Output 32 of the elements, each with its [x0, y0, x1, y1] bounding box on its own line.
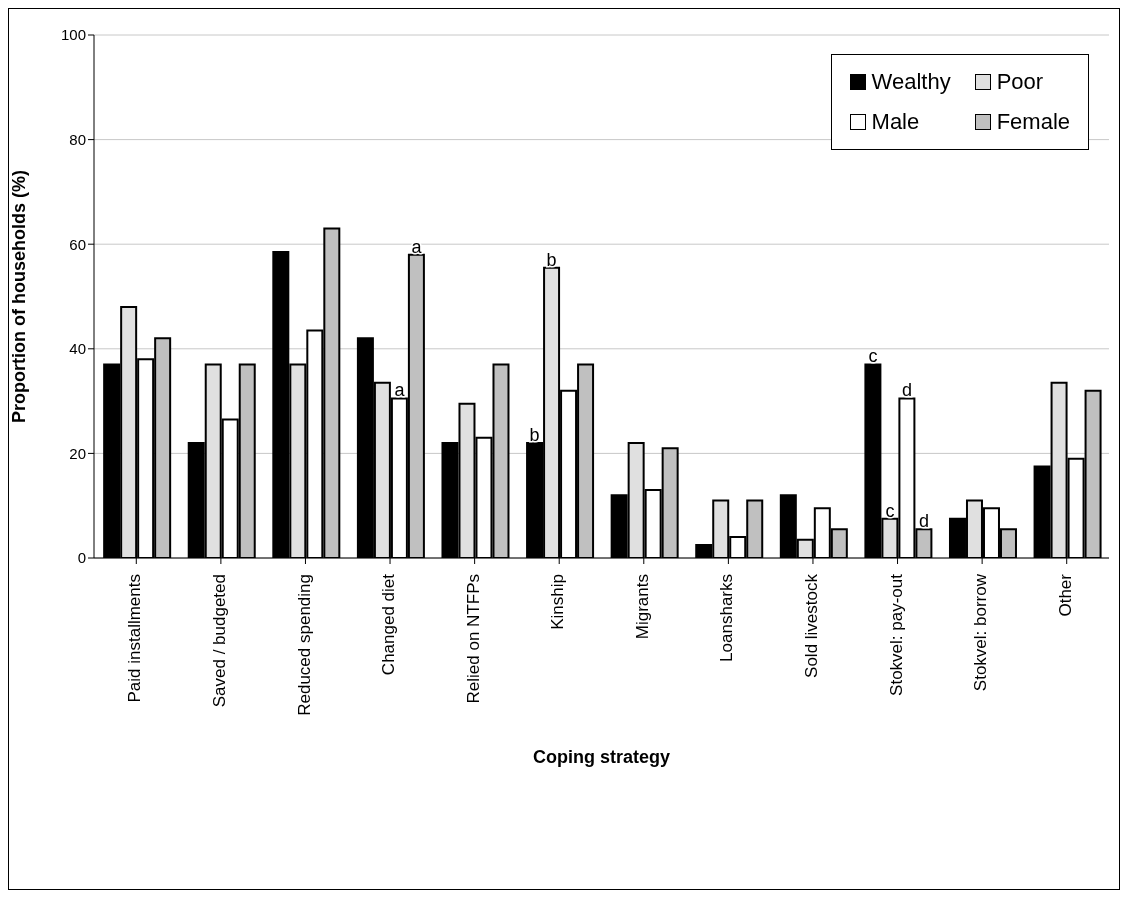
y-tick-label: 40	[69, 340, 86, 358]
y-tick-label: 100	[60, 26, 86, 44]
y-tick-label: 60	[69, 235, 86, 253]
x-tick-label: Stokvel: borrow	[971, 573, 991, 692]
x-tick-label: Stokvel: pay-out	[886, 573, 906, 696]
x-tick-label: Saved / budgeted	[209, 574, 229, 708]
data-label: c	[885, 500, 895, 521]
x-tick-label: Other	[1055, 573, 1075, 617]
x-tick-label: Loansharks	[717, 574, 737, 662]
legend-label: Female	[996, 109, 1070, 135]
legend-label: Wealthy	[871, 69, 951, 95]
y-axis-title: Proportion of households (%)	[9, 170, 30, 423]
data-label: b	[529, 424, 540, 445]
y-tick-label: 80	[69, 130, 86, 148]
legend-label: Poor	[996, 69, 1044, 95]
x-tick-label: Reduced spending	[294, 574, 314, 716]
data-label: d	[901, 380, 912, 401]
legend-label: Male	[871, 109, 920, 135]
data-label: d	[918, 511, 929, 532]
data-label: b	[546, 249, 557, 270]
x-tick-label: Sold livestock	[802, 573, 822, 678]
x-tick-label: Migrants	[632, 574, 652, 640]
x-tick-label: Kinship	[548, 574, 568, 630]
data-label: a	[411, 236, 423, 257]
data-label: a	[394, 380, 406, 401]
data-label: c	[868, 346, 878, 367]
x-axis-title: Coping strategy	[532, 747, 671, 767]
x-tick-label: Changed diet	[379, 573, 399, 676]
y-tick-label: 20	[69, 444, 86, 462]
x-tick-label: Relied on NTFPs	[463, 574, 483, 704]
x-tick-label: Paid installments	[125, 574, 145, 703]
y-tick-label: 0	[77, 549, 86, 567]
